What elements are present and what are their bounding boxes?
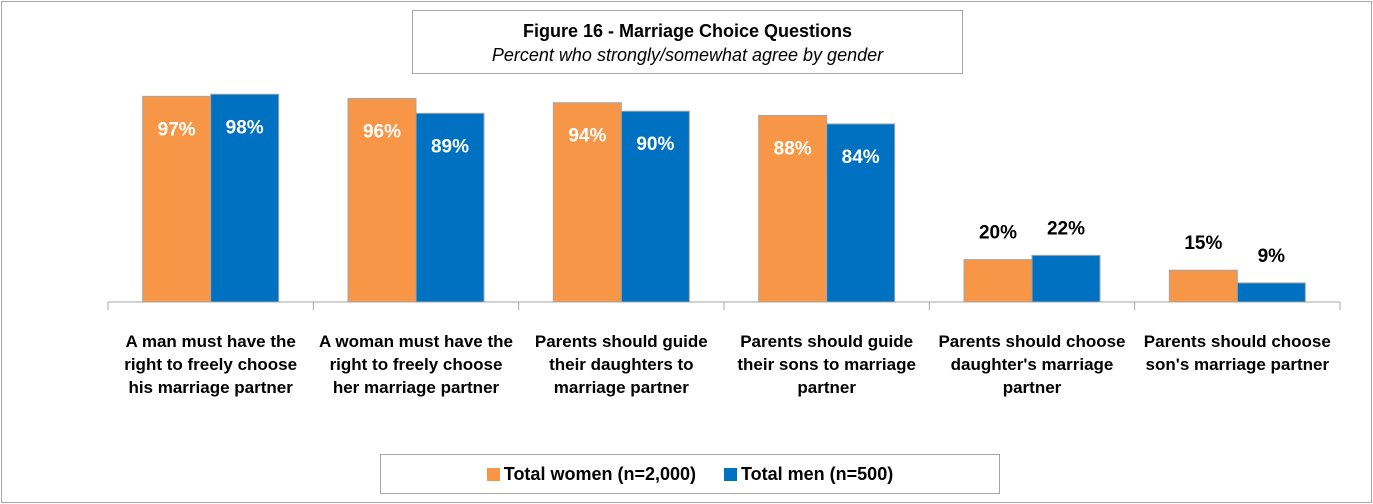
- bar: [1031, 254, 1101, 303]
- bar: [142, 95, 212, 303]
- data-label: 96%: [363, 121, 401, 142]
- bar: [415, 112, 485, 303]
- legend: Total women (n=2,000) Total men (n=500): [380, 454, 1000, 494]
- legend-swatch: [486, 467, 500, 481]
- bar: [1168, 269, 1238, 303]
- data-label: 98%: [226, 117, 264, 138]
- data-label: 15%: [1184, 233, 1222, 254]
- data-label: 90%: [636, 134, 674, 155]
- data-label: 88%: [774, 138, 812, 159]
- data-label: 20%: [979, 223, 1017, 244]
- bar: [1236, 282, 1306, 303]
- data-label: 22%: [1047, 218, 1085, 239]
- bar: [210, 93, 280, 303]
- x-tick-label: A man must have the right to freely choo…: [124, 332, 298, 397]
- chart-subtitle: Percent who strongly/somewhat agree by g…: [491, 45, 884, 65]
- legend-label: Total women (n=2,000): [503, 463, 696, 484]
- x-tick-label: Parents should guide their sons to marri…: [737, 332, 916, 397]
- bar: [758, 114, 828, 303]
- legend-item: Total women (n=2,000): [486, 463, 696, 485]
- bar: [552, 102, 622, 303]
- x-tick-label: A woman must have the right to freely ch…: [319, 332, 513, 397]
- x-tick-label: Parents should guide their daughters to …: [534, 332, 708, 397]
- x-tick-label: Parents should choose daughter's marriag…: [938, 332, 1126, 397]
- bar: [620, 110, 690, 303]
- legend-label: Total men (n=500): [741, 463, 894, 484]
- bar: [963, 259, 1033, 303]
- data-label: 94%: [568, 126, 606, 147]
- chart-title: Figure 16 - Marriage Choice Questions: [522, 21, 853, 41]
- legend-swatch: [724, 467, 737, 481]
- data-label: 84%: [842, 147, 880, 168]
- x-tick-label: Parents should choose son's marriage par…: [1143, 332, 1331, 374]
- title-box: Figure 16 - Marriage Choice Questions Pe…: [412, 10, 963, 74]
- data-label: 9%: [1258, 246, 1286, 267]
- data-label: 97%: [158, 119, 196, 140]
- data-label: 89%: [431, 136, 469, 157]
- bar: [826, 123, 896, 303]
- legend-item: Total men (n=500): [724, 464, 893, 485]
